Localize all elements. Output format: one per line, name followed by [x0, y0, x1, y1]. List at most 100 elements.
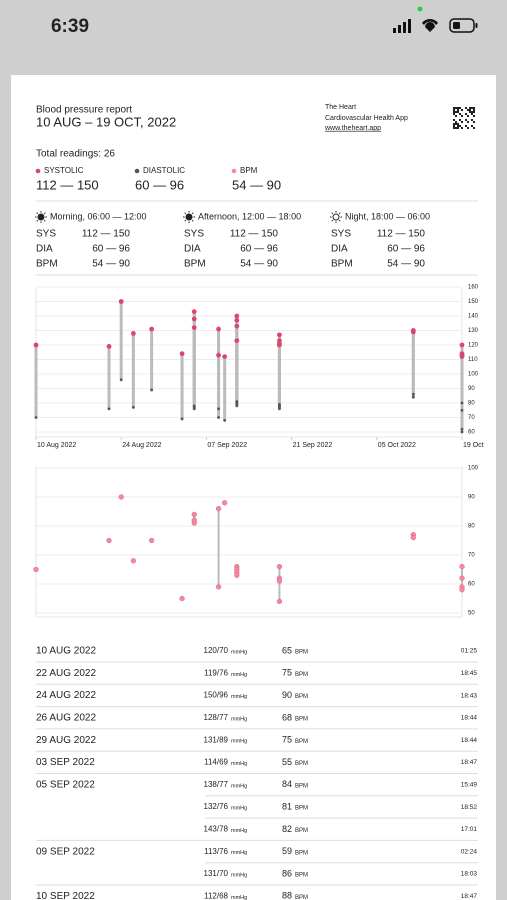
qr-cell: [459, 125, 461, 127]
sun-ray: [43, 219, 46, 222]
x-tick-label: 07 Sep 2022: [207, 442, 247, 449]
row-bpm-unit: BPM: [295, 761, 308, 767]
qr-cell: [469, 107, 471, 109]
qr-cell: [453, 127, 455, 129]
row-bpm-unit: BPM: [295, 739, 308, 745]
row-bpm: 65: [282, 645, 292, 655]
row-bpm: 68: [282, 712, 292, 722]
qr-cell: [467, 121, 469, 123]
row-bp-unit: mmHg: [231, 694, 247, 700]
bpm-dot: [118, 494, 124, 500]
systolic-dot: [191, 309, 197, 315]
qr-cell: [473, 115, 475, 117]
qr-cell: [457, 125, 459, 127]
qr-cell: [455, 123, 457, 125]
qr-cell: [453, 113, 455, 115]
row-bpm-unit: BPM: [295, 694, 308, 700]
qr-cell: [467, 109, 469, 111]
legend-dot: [134, 168, 140, 174]
qr-cell: [453, 111, 455, 113]
systolic-dot: [118, 299, 124, 304]
qr-cell: [469, 111, 471, 113]
row-bp: 119/76: [204, 668, 228, 677]
row-date: 10 AUG 2022: [36, 646, 96, 657]
row-bp: 120/70: [204, 646, 229, 655]
bpm-dot: [191, 511, 197, 518]
y-tick-label: 100: [468, 466, 479, 472]
app-link[interactable]: www.theheart.app: [324, 125, 381, 132]
row-bpm-unit: BPM: [295, 828, 308, 834]
bpm-dot: [191, 517, 197, 523]
row-bp: 143/78: [204, 825, 229, 834]
x-tick-label: 19 Oct: [463, 442, 484, 449]
diastolic-dot: [217, 407, 220, 411]
status-icons: [393, 6, 478, 33]
period-icon: [183, 211, 195, 223]
diastolic-dot: [460, 401, 464, 405]
qr-cell: [471, 119, 473, 121]
row-date: 24 AUG 2022: [36, 690, 96, 701]
sun-ray: [191, 212, 194, 215]
qr-cell: [465, 113, 467, 115]
bpm-dot: [276, 563, 283, 570]
qr-cell: [457, 123, 459, 125]
qr-code[interactable]: [453, 107, 475, 129]
y-tick-label: 100: [468, 372, 479, 378]
row-time: 18:03: [461, 871, 478, 878]
row-time: 15:49: [461, 782, 478, 789]
period-row-label: BPM: [184, 259, 206, 270]
qr-cell: [467, 127, 469, 129]
systolic-dot: [191, 316, 197, 322]
qr-cell: [455, 127, 457, 129]
qr-cell: [469, 109, 471, 111]
period-row-value: 54 — 90: [240, 259, 278, 270]
row-bp: 131/70: [204, 869, 229, 878]
row-bpm-unit: BPM: [295, 895, 308, 900]
bpm-dot: [215, 505, 222, 512]
row-bpm: 88: [282, 891, 292, 900]
total-readings: Total readings: 26: [36, 149, 115, 160]
systolic-dot: [234, 323, 240, 329]
diastolic-dot: [460, 430, 464, 434]
y-tick-label: 90: [468, 495, 475, 501]
qr-cell: [465, 107, 467, 109]
qr-cell: [453, 123, 455, 125]
sun-ray: [338, 212, 341, 215]
legend-label: DIASTOLIC: [143, 166, 185, 175]
systolic-dot: [130, 331, 136, 336]
row-bpm: 59: [282, 846, 292, 856]
period-row-label: BPM: [331, 259, 353, 270]
systolic-dot: [410, 329, 416, 335]
qr-cell: [457, 111, 459, 113]
systolic-dot: [179, 351, 185, 357]
row-bp: 112/68: [204, 891, 228, 900]
systolic-dot: [191, 325, 197, 330]
systolic-dot: [234, 313, 240, 319]
row-bpm-unit: BPM: [295, 716, 308, 722]
row-bpm: 82: [282, 824, 292, 834]
row-bp-unit: mmHg: [231, 761, 247, 767]
qr-cell: [473, 109, 475, 111]
x-tick-label: 10 Aug 2022: [37, 442, 76, 449]
legend-label: BPM: [240, 166, 258, 175]
row-bp-unit: mmHg: [231, 806, 247, 812]
y-tick-label: 160: [468, 285, 479, 291]
row-bp: 132/76: [204, 802, 229, 811]
row-bp-unit: mmHg: [231, 649, 247, 655]
qr-cell: [461, 115, 463, 117]
row-time: 18:44: [461, 737, 478, 744]
row-bp-unit: mmHg: [231, 716, 247, 722]
sun-ray: [184, 219, 187, 222]
row-bp-unit: mmHg: [231, 672, 247, 678]
period-row-label: BPM: [36, 259, 58, 270]
y-tick-label: 60: [468, 430, 475, 436]
systolic-dot: [216, 352, 221, 358]
sun-icon: [332, 213, 340, 221]
bpm-dot: [276, 578, 283, 584]
row-bpm-unit: BPM: [295, 873, 308, 879]
bpm-dot: [459, 587, 465, 593]
qr-cell: [457, 127, 459, 129]
diastolic-dot: [131, 405, 135, 409]
qr-cell: [459, 119, 461, 121]
sun-ray: [43, 212, 46, 215]
